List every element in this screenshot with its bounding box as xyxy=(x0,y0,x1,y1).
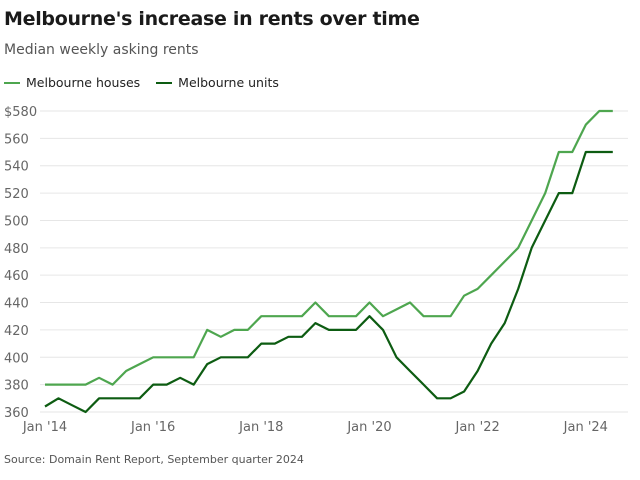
legend-item-units: Melbourne units xyxy=(156,75,279,90)
legend-label-units: Melbourne units xyxy=(178,75,279,90)
y-tick-label: 400 xyxy=(4,351,29,366)
y-tick-label: 460 xyxy=(4,269,29,284)
chart-title: Melbourne's increase in rents over time xyxy=(4,8,420,30)
y-tick-label: 380 xyxy=(4,379,29,394)
y-tick-label: 520 xyxy=(4,187,29,202)
legend-label-houses: Melbourne houses xyxy=(26,75,141,90)
source-note: Source: Domain Rent Report, September qu… xyxy=(4,453,304,466)
y-tick-label: 500 xyxy=(4,214,29,229)
legend-item-houses: Melbourne houses xyxy=(4,75,140,90)
y-tick-label: 440 xyxy=(4,297,29,312)
chart-subtitle: Median weekly asking rents xyxy=(4,42,199,58)
legend: Melbourne houses Melbourne units xyxy=(4,75,279,90)
x-tick-label: Jan '24 xyxy=(563,420,608,435)
y-tick-label: 560 xyxy=(4,132,29,147)
x-tick-label: Jan '22 xyxy=(454,420,499,435)
y-tick-label: 420 xyxy=(4,324,29,339)
x-tick-label: Jan '16 xyxy=(130,420,175,435)
y-tick-label: 540 xyxy=(4,160,29,175)
legend-swatch-units xyxy=(156,81,173,84)
y-tick-label: 360 xyxy=(4,406,29,421)
x-tick-label: Jan '18 xyxy=(238,420,283,435)
legend-swatch-houses xyxy=(4,81,20,84)
y-tick-label: $580 xyxy=(4,105,37,120)
x-tick-label: Jan '14 xyxy=(22,420,67,435)
x-tick-label: Jan '20 xyxy=(346,420,391,435)
y-tick-label: 480 xyxy=(4,242,29,257)
series-line-houses xyxy=(45,109,613,386)
series-line-units xyxy=(44,150,613,414)
